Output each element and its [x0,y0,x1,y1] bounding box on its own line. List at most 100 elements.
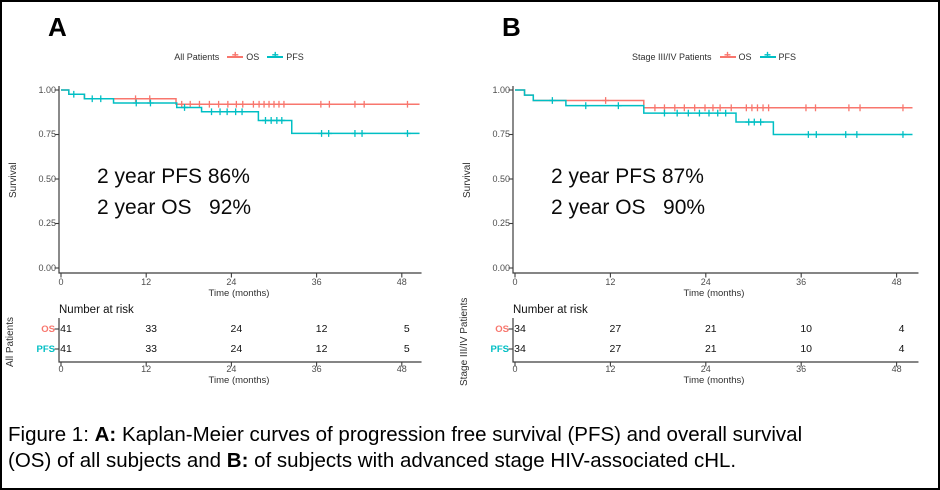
caption-bold-segment: B: [226,449,249,472]
censor-mark [224,100,232,108]
y-axis-label: Survival [8,162,19,198]
censor-mark [278,117,286,124]
censor-mark [582,102,590,110]
censor-mark [856,104,864,112]
censor-mark [280,100,288,108]
risk-count-os: 41 [60,323,72,335]
censor-mark [239,100,247,108]
risk-x-tick-label: 12 [605,364,616,374]
risk-count-os: 4 [898,323,905,335]
censor-mark [238,108,246,116]
annotation-b: 2 year PFS 87% 2 year OS 90% [551,161,705,223]
censor-mark [745,118,753,126]
y-tick-label: 0.00 [38,262,56,273]
censor-mark [325,130,333,137]
censor-mark [404,130,411,137]
risk-count-pfs: 41 [60,343,72,355]
y-tick-label: 1.00 [492,84,510,95]
risk-row-label-pfs: PFS [490,344,509,355]
risk-count-pfs: 33 [145,343,158,355]
risk-count-os: 27 [609,323,622,335]
risk-count-os: 33 [145,323,158,335]
censor-mark [216,108,224,116]
y-tick-label: 0.50 [492,173,510,184]
risk-x-tick-label: 48 [891,364,902,374]
y-tick-label: 0.00 [492,262,510,273]
y-tick-label: 0.75 [492,129,510,139]
censor-mark [548,97,556,104]
risk-x-tick-label: 36 [796,364,807,374]
censor-mark [722,109,730,117]
censor-mark [205,100,213,108]
censor-mark [651,104,659,112]
annotation-a: 2 year PFS 86% 2 year OS 92% [97,161,251,223]
x-tick-label: 48 [891,277,902,287]
panel-a: A All Patients OS PFS Survival 2 year PFS … [2,2,462,402]
panel-a-label: A [48,12,67,42]
risk-row-label-pfs: PFS [36,344,55,355]
risk-count-os: 34 [514,323,526,335]
annotation-os: 2 year OS 90% [551,196,706,219]
censor-mark [265,100,273,108]
caption-segment: of subjects with advanced stage HIV-asso… [248,449,737,472]
y-tick-label: 0.25 [492,218,510,228]
pfs-censor-legend-icon [267,50,284,62]
censor-mark [716,104,724,112]
censor-mark [714,109,722,117]
censor-mark [250,100,257,108]
censor-mark [614,102,622,110]
annotation-pfs: 2 year PFS 87% [551,165,704,188]
censor-mark [255,100,263,108]
km-curve-os [61,89,420,105]
legend-b: Stage III/IV Patients OS PFS [513,50,915,62]
legend-a: All Patients OS PFS [59,50,419,62]
risk-count-pfs: 10 [800,343,813,355]
risk-x-tick-label: 24 [700,364,711,374]
risk-count-os: 21 [704,323,717,335]
km-curve-pfs [515,89,913,136]
censor-mark [673,109,681,117]
annotation-pfs: 2 year PFS 86% [97,165,250,188]
censor-mark [684,109,692,117]
legend-os-label: OS [738,51,752,62]
censor-mark [147,99,154,107]
censor-mark [358,130,366,137]
censor-mark [146,95,154,103]
censor-mark [661,104,668,112]
censor-mark [404,100,411,108]
censor-mark [759,104,767,112]
censor-mark [97,95,105,103]
censor-mark [696,109,703,117]
caption-segment: (OS) of all subjects and [8,449,227,472]
risk-x-tick-label: 0 [512,364,518,374]
censor-mark [748,104,756,112]
number-at-risk-title: Number at risk [59,304,134,316]
censor-mark [351,130,359,137]
risk-count-os: 12 [315,323,328,335]
risk-count-pfs: 27 [609,343,622,355]
caption-segment: Figure 1: [8,423,95,446]
risk-x-axis-label: Time (months) [208,375,270,386]
censor-mark [267,117,275,124]
censor-mark [196,100,203,108]
censor-mark [804,131,812,138]
censor-mark [842,131,850,138]
annotation-os: 2 year OS 92% [97,196,252,219]
censor-mark [232,100,240,108]
censor-mark [754,104,761,112]
risk-count-pfs: 34 [514,343,526,355]
panel-b-label: B [502,12,521,42]
caption-bold-segment: A: [94,423,117,446]
censor-mark [132,95,139,103]
censor-mark [351,100,359,108]
risk-count-os: 24 [230,323,243,335]
x-tick-label: 0 [512,277,518,287]
censor-mark [181,104,188,111]
risk-x-axis-label: Time (months) [683,375,745,386]
risk-count-pfs: 4 [898,343,905,355]
risk-row-label-os: OS [41,324,55,335]
censor-mark [275,100,283,108]
x-tick-label: 36 [311,277,322,287]
risk-count-pfs: 21 [704,343,717,355]
x-tick-label: 24 [226,277,237,287]
